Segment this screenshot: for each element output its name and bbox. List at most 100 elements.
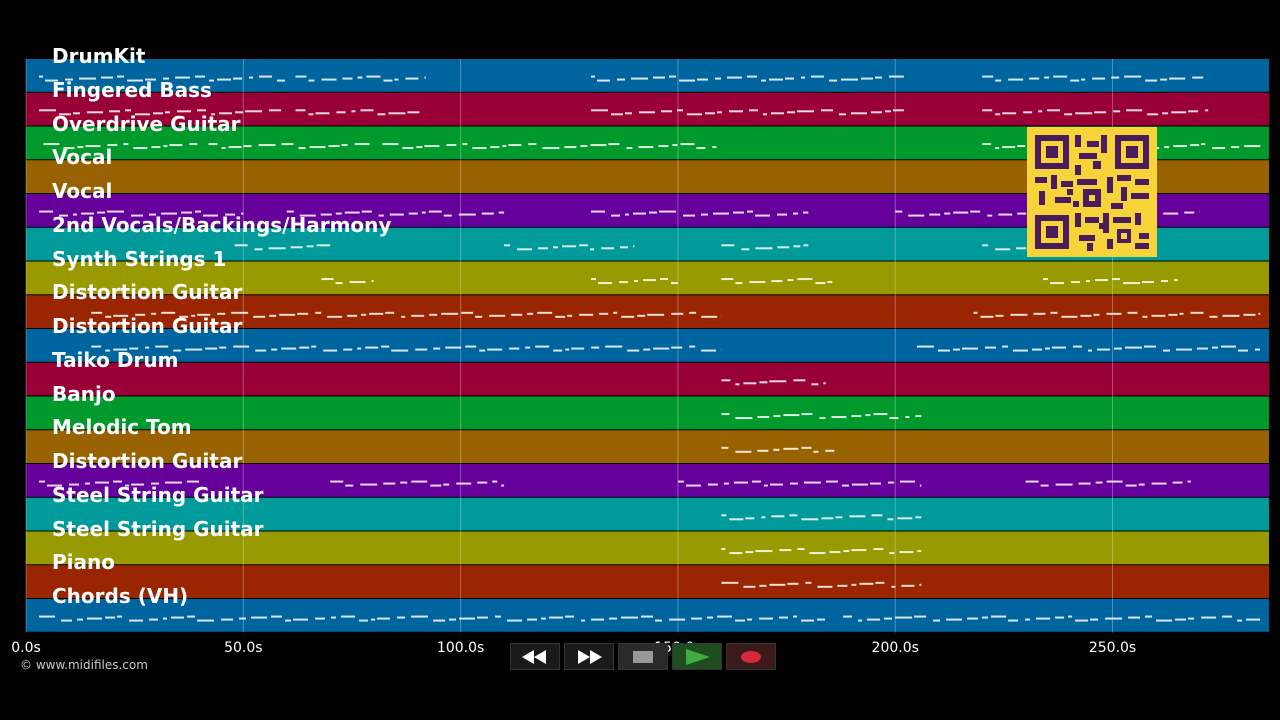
note bbox=[538, 247, 549, 250]
note bbox=[462, 143, 468, 146]
note bbox=[721, 581, 739, 584]
fast-forward-button[interactable] bbox=[564, 643, 614, 670]
note bbox=[1162, 349, 1170, 352]
note bbox=[735, 282, 743, 285]
record-button[interactable] bbox=[726, 643, 776, 670]
note bbox=[565, 615, 575, 618]
track-lane[interactable] bbox=[26, 497, 1269, 531]
note bbox=[1094, 111, 1107, 114]
note bbox=[763, 113, 767, 116]
note bbox=[631, 77, 648, 80]
note bbox=[885, 110, 891, 113]
note bbox=[477, 616, 489, 619]
stop-button[interactable] bbox=[618, 643, 668, 670]
note bbox=[1124, 346, 1142, 349]
note bbox=[769, 583, 786, 586]
note bbox=[1025, 480, 1039, 483]
rewind-button[interactable] bbox=[510, 643, 560, 670]
note bbox=[995, 79, 1002, 82]
note bbox=[687, 113, 702, 116]
note bbox=[441, 312, 459, 315]
play-button[interactable] bbox=[672, 643, 722, 670]
note bbox=[793, 615, 798, 618]
track-lane[interactable] bbox=[26, 92, 1269, 126]
note bbox=[825, 449, 835, 452]
track-lane[interactable] bbox=[26, 295, 1269, 328]
note bbox=[351, 110, 356, 113]
note bbox=[1156, 619, 1173, 622]
note bbox=[677, 109, 683, 112]
note bbox=[259, 75, 273, 78]
note bbox=[815, 282, 826, 285]
note bbox=[1113, 347, 1122, 350]
note bbox=[980, 315, 994, 318]
track-lane[interactable] bbox=[26, 531, 1269, 565]
track-lane[interactable] bbox=[26, 565, 1269, 598]
note bbox=[1068, 615, 1073, 618]
note bbox=[735, 417, 753, 420]
note bbox=[565, 348, 570, 351]
track-lane[interactable] bbox=[26, 464, 1269, 497]
track-lane[interactable] bbox=[26, 261, 1269, 295]
note bbox=[1220, 345, 1236, 348]
note bbox=[647, 313, 665, 316]
note bbox=[747, 210, 753, 213]
note bbox=[405, 77, 419, 80]
note bbox=[1196, 347, 1208, 350]
note bbox=[1209, 315, 1218, 318]
note bbox=[1172, 481, 1183, 484]
track-lane[interactable] bbox=[26, 59, 1269, 92]
note bbox=[1031, 348, 1042, 351]
note bbox=[290, 246, 303, 249]
note bbox=[163, 145, 168, 148]
note bbox=[299, 346, 310, 349]
note bbox=[1012, 349, 1028, 352]
note bbox=[382, 143, 399, 146]
note bbox=[400, 481, 408, 484]
note bbox=[394, 78, 399, 81]
note bbox=[129, 619, 144, 622]
note bbox=[383, 482, 396, 485]
note bbox=[1243, 313, 1256, 316]
note bbox=[481, 212, 494, 215]
note bbox=[729, 518, 744, 521]
note bbox=[495, 615, 502, 618]
note bbox=[73, 213, 78, 216]
track-name: Vocal bbox=[52, 145, 113, 170]
note bbox=[123, 143, 129, 146]
track-name: Taiko Drum bbox=[52, 347, 179, 372]
note bbox=[365, 346, 379, 349]
track-lane[interactable] bbox=[26, 430, 1269, 463]
note bbox=[755, 247, 773, 250]
note bbox=[381, 345, 390, 348]
note bbox=[777, 213, 787, 216]
track-lane[interactable] bbox=[26, 362, 1269, 396]
track-name: Piano bbox=[52, 550, 115, 575]
note bbox=[865, 414, 871, 417]
note bbox=[680, 143, 695, 146]
note bbox=[787, 582, 799, 585]
note bbox=[1142, 315, 1148, 318]
note bbox=[1138, 483, 1145, 486]
note bbox=[527, 312, 534, 315]
note bbox=[308, 113, 314, 116]
note bbox=[597, 79, 610, 82]
note bbox=[335, 282, 343, 285]
track-name: Distortion Guitar bbox=[52, 280, 243, 305]
note bbox=[591, 109, 608, 112]
note bbox=[801, 76, 805, 79]
note bbox=[371, 618, 376, 621]
note bbox=[691, 617, 703, 620]
track-lane[interactable] bbox=[26, 599, 1269, 632]
note bbox=[1222, 314, 1240, 317]
note bbox=[783, 447, 799, 450]
note bbox=[315, 311, 322, 314]
note bbox=[982, 143, 992, 146]
note bbox=[633, 245, 635, 248]
track-lane[interactable] bbox=[26, 329, 1269, 362]
note bbox=[39, 210, 54, 213]
note bbox=[590, 144, 607, 147]
track-lane[interactable] bbox=[26, 396, 1269, 430]
